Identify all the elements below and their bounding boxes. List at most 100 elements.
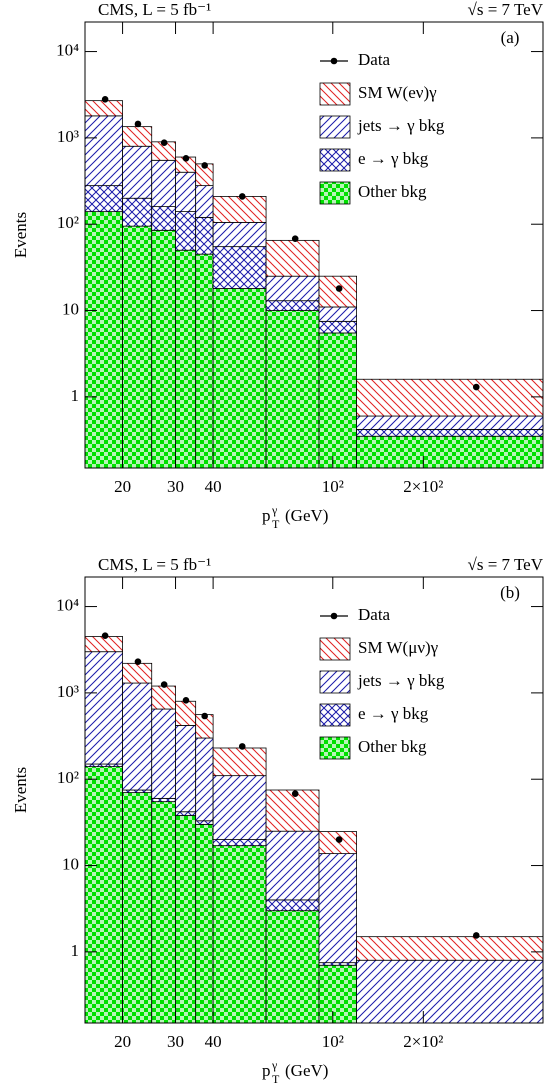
x-tick-label: 2×10² [403,477,443,496]
experiment-label: CMS, L = 5 fb⁻¹ [98,555,211,574]
legend-label: Other bkg [358,737,427,756]
histogram-segment [85,651,123,765]
histogram-segment [151,685,176,710]
y-tick-label: 10² [57,768,79,787]
legend-label: jets → γ bkg [357,116,445,135]
histogram-segment [265,310,320,468]
legend-swatch [319,82,351,106]
legend-swatch [319,736,351,760]
x-axis-label: γ [271,1058,278,1072]
data-point [182,697,190,704]
histogram-segment [151,708,176,799]
histogram-segment [122,126,153,147]
y-tick-label: 10⁴ [56,40,79,59]
histogram-segment [195,216,214,255]
histogram-segment [195,820,214,825]
histogram-segment [175,725,197,813]
histogram-segment [85,211,123,468]
plot-area [85,95,543,468]
legend-label: e → γ bkg [358,704,429,723]
y-tick-label: 10² [57,213,79,232]
legend-label: Data [358,605,391,624]
histogram-segment [85,185,123,213]
legend-label: e → γ bkg [358,149,429,168]
histogram-segment [175,171,197,213]
histogram-segment [122,225,153,468]
x-axis-label: p [262,506,271,525]
histogram-segment [85,115,123,187]
histogram-segment [265,789,320,832]
data-point [160,681,168,688]
histogram-segment [356,428,543,437]
histogram-segment [318,320,358,334]
x-tick-label: 20 [114,1032,131,1051]
x-tick-label: 10² [322,477,344,496]
histogram-segment [151,801,176,1023]
histogram-segment [212,747,267,777]
y-tick-label: 10⁴ [56,595,79,614]
histogram-segment [122,662,153,684]
histogram-segment [318,275,358,308]
data-point [134,120,142,128]
histogram-segment [122,145,153,199]
energy-label: √s = 7 TeV [468,555,544,574]
histogram-segment [212,845,267,1023]
y-tick-label: 10 [62,299,79,318]
histogram-segment [122,792,153,1023]
legend-swatch [319,670,351,694]
y-tick-label: 10³ [57,127,79,146]
legend-swatch [319,703,351,727]
histogram-segment [265,910,320,1023]
histogram-segment [195,185,214,218]
histogram-segment [356,415,543,430]
panel-label: (b) [500,583,520,602]
histogram-segment [265,239,320,277]
experiment-label: CMS, L = 5 fb⁻¹ [98,0,211,19]
histogram-segment [265,300,320,311]
histogram-segment [175,815,197,1023]
data-point [238,743,246,750]
legend-marker [330,612,338,620]
y-tick-label: 1 [71,941,80,960]
y-axis-label: Events [11,767,30,813]
histogram-segment [212,196,267,223]
x-axis-label: (GeV) [285,506,328,525]
histogram-segment [356,378,543,417]
histogram-segment [318,306,358,322]
histogram-segment [175,700,197,726]
histogram-segment [85,100,123,117]
histogram-segment [195,737,214,822]
panel-label: (a) [501,28,520,47]
x-tick-label: 2×10² [403,1032,443,1051]
legend-label: SM W(eν)γ [358,83,437,102]
histogram-segment [318,853,358,964]
histogram-segment [175,811,197,816]
x-tick-label: 30 [167,477,184,496]
y-axis-label: Events [11,212,30,258]
data-point [134,658,142,665]
x-axis-label: (GeV) [285,1061,328,1080]
histogram-segment [212,221,267,248]
legend-swatch [319,181,351,205]
y-tick-label: 10³ [57,682,79,701]
histogram-segment [175,211,197,251]
data-point [201,712,208,720]
plot-frame [84,576,544,1024]
data-point [160,139,168,146]
histogram-segment [318,831,358,855]
histogram-segment [265,899,320,912]
x-tick-label: 40 [205,1032,222,1051]
energy-label: √s = 7 TeV [468,0,544,19]
data-point [101,632,109,639]
panel: 1 10 10² 10³ 10⁴ 20 30 40 10² 2×10² CMS, L = 5 fb⁻… [11,0,544,531]
histogram-segment [85,636,123,653]
legend-label: Data [358,50,391,69]
panel: 1 10 10² 10³ 10⁴ 20 30 40 10² 2×10² CMS, L = 5 fb⁻… [11,555,544,1086]
data-point [335,285,343,292]
histogram-segment [195,253,214,468]
legend-swatch [319,148,351,172]
data-point [335,836,343,843]
legend-label: Other bkg [358,182,427,201]
histogram-segment [212,288,267,468]
